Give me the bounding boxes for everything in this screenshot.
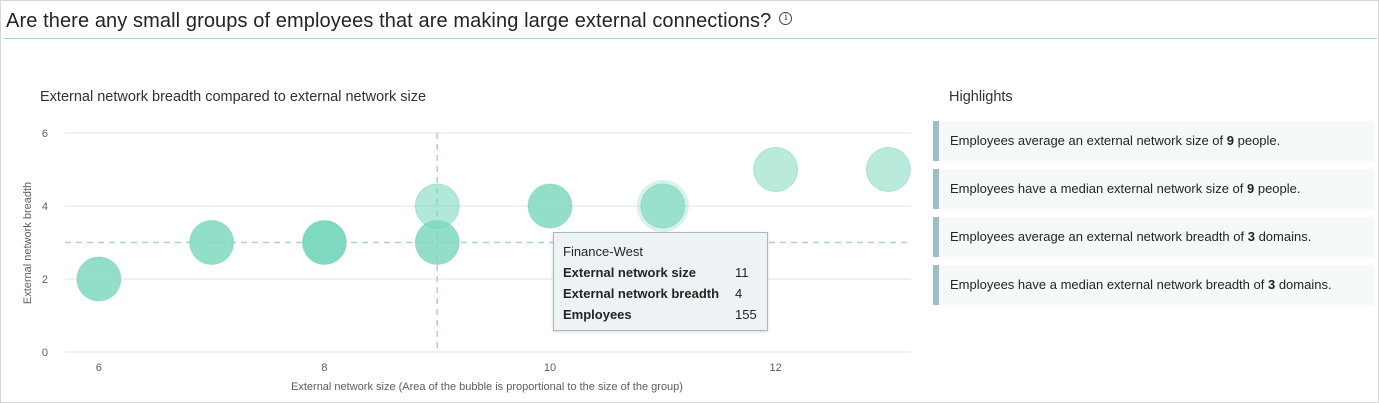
highlight-text: people. xyxy=(1234,133,1281,148)
highlight-value: 9 xyxy=(1226,133,1234,148)
y-tick-label: 2 xyxy=(42,274,48,286)
data-bubble[interactable] xyxy=(189,220,235,265)
info-circle-icon[interactable]: i xyxy=(779,11,793,25)
x-tick-label: 10 xyxy=(544,362,556,374)
highlight-value: 9 xyxy=(1247,181,1255,196)
chart-tick-labels: 0 2 4 6 6 8 10 12 xyxy=(42,128,782,374)
highlight-value: 3 xyxy=(1267,277,1276,292)
y-axis-label: External network breadth xyxy=(22,182,34,304)
chart-gridlines xyxy=(65,132,911,353)
x-tick-label: 12 xyxy=(770,362,782,374)
highlight-value: 3 xyxy=(1247,229,1255,244)
header-divider xyxy=(4,38,1377,39)
data-bubble[interactable] xyxy=(640,183,686,229)
data-bubble[interactable] xyxy=(414,183,460,229)
tooltip-row: External network size 11 xyxy=(563,262,757,283)
highlight-card: Employees average an external network br… xyxy=(933,217,1374,257)
y-tick-label: 4 xyxy=(42,201,48,213)
highlight-text: Employees have a median external network… xyxy=(950,181,1247,196)
data-bubble[interactable] xyxy=(301,220,347,265)
scatter-chart: 0 2 4 6 6 8 10 12 External network size (Area o… xyxy=(22,128,911,393)
page-title: Are there any small groups of employees … xyxy=(6,9,772,32)
page-header: Are there any small groups of employees … xyxy=(6,8,793,34)
tooltip-title: Finance-West xyxy=(563,244,643,259)
data-bubble[interactable] xyxy=(527,183,573,229)
x-tick-label: 6 xyxy=(96,362,102,374)
tooltip-row-value: 155 xyxy=(735,307,757,322)
data-bubble[interactable] xyxy=(76,256,122,302)
x-axis-label: External network size (Area of the bubbl… xyxy=(291,381,683,393)
chart-bubbles xyxy=(76,147,911,302)
chart-tooltip: Finance-West External network size 11 Ex… xyxy=(553,232,768,331)
tooltip-row: Employees 155 xyxy=(563,304,757,325)
chart-title: External network breadth compared to ext… xyxy=(40,89,427,105)
highlight-text: Employees have a median external network… xyxy=(950,277,1268,292)
tooltip-row-value: 4 xyxy=(735,286,743,301)
chart-reference-lines xyxy=(65,133,911,352)
data-bubble[interactable] xyxy=(753,147,799,192)
highlights-title: Highlights xyxy=(949,89,1013,105)
highlight-text: domains. xyxy=(1275,277,1332,292)
tooltip-row-label: Employees xyxy=(563,307,632,322)
highlight-text: people. xyxy=(1254,181,1301,196)
tooltip-row-label: External network breadth xyxy=(563,286,720,301)
tooltip-row-label: External network size xyxy=(563,265,696,280)
y-tick-label: 0 xyxy=(42,347,48,359)
tooltip-row-value: 11 xyxy=(735,265,749,280)
highlight-text: domains. xyxy=(1254,229,1312,244)
x-tick-label: 8 xyxy=(321,362,327,374)
data-bubble[interactable] xyxy=(865,147,911,192)
highlight-card: Employees have a median external network… xyxy=(933,169,1374,209)
tooltip-row: External network breadth 4 xyxy=(563,283,757,304)
highlight-card: Employees have a median external network… xyxy=(933,265,1374,305)
y-tick-label: 6 xyxy=(42,128,48,140)
highlight-text: Employees average an external network br… xyxy=(950,229,1248,244)
highlight-card: Employees average an external network si… xyxy=(933,121,1374,161)
highlight-text: Employees average an external network si… xyxy=(950,133,1227,148)
